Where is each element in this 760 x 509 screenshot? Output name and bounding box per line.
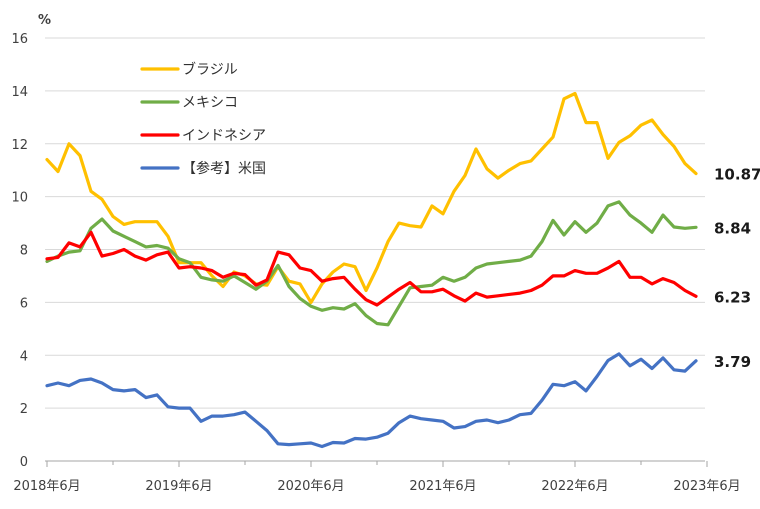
- legend-label-1: メキシコ: [182, 95, 238, 111]
- x-tick-label: 2020年6月: [277, 479, 344, 494]
- end-label-0: 10.87: [714, 166, 760, 184]
- y-tick-label: 0: [20, 455, 28, 470]
- x-tick-label: 2019年6月: [145, 479, 212, 494]
- legend-label-3: 【参考】米国: [182, 160, 266, 177]
- y-tick-label: 16: [11, 32, 28, 47]
- y-tick-label: 2: [20, 402, 28, 417]
- x-tick-label: 2018年6月: [13, 479, 80, 494]
- series-line-2: [45, 230, 698, 307]
- series-lines: [45, 91, 698, 449]
- legend-label-2: インドネシア: [182, 128, 266, 144]
- series-line-0: [45, 91, 698, 304]
- y-tick-label: 14: [11, 85, 28, 100]
- y-tick-label: 8: [20, 244, 28, 259]
- y-tick-label: 10: [11, 191, 28, 206]
- x-tick-label: 2022年6月: [541, 479, 608, 494]
- x-tick-label: 2021年6月: [409, 479, 476, 494]
- end-labels: 10.87 8.84 6.23 3.79: [714, 166, 760, 371]
- series-line-1: [45, 200, 698, 327]
- legend-label-0: ブラジル: [182, 61, 238, 78]
- y-tick-label: 12: [11, 138, 28, 153]
- x-tick-label: 2023年6月: [673, 479, 740, 494]
- end-label-1: 8.84: [714, 219, 751, 237]
- end-label-2: 6.23: [714, 288, 751, 306]
- axes: 0 2 4 6 8 10 12 14 16% 2018年6月 2019年6月 2020年6月 2021年…: [11, 13, 740, 494]
- y-unit-label: %: [38, 13, 51, 28]
- y-tick-label: 4: [20, 349, 28, 364]
- series-line-3: [45, 352, 698, 449]
- y-tick-label: 6: [20, 296, 28, 311]
- end-label-3: 3.79: [714, 353, 751, 371]
